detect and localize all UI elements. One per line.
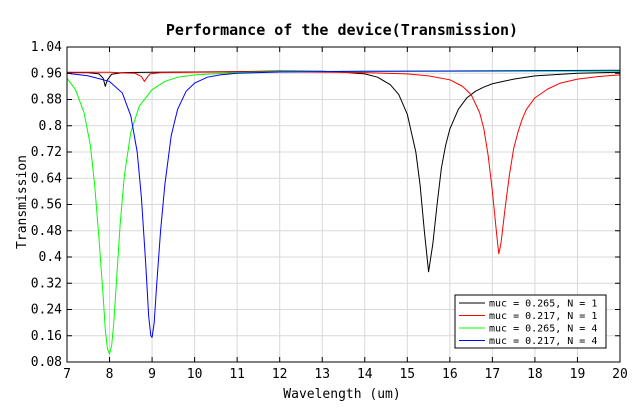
y-axis-title: Transmission — [15, 155, 30, 249]
y-tick-label: 0.16 — [31, 329, 62, 344]
y-tick-label: 0.32 — [31, 276, 62, 291]
x-tick-label: 8 — [106, 367, 114, 382]
y-tick-label: 1.04 — [31, 40, 62, 55]
legend-label-2: muc = 0.217, N = 1 — [489, 311, 597, 322]
x-tick-label: 13 — [314, 367, 330, 382]
y-tick-label: 0.88 — [31, 93, 62, 108]
x-tick-label: 19 — [570, 367, 586, 382]
y-tick-label: 0.96 — [31, 66, 62, 81]
series-line-1 — [67, 70, 621, 273]
x-tick-label: 16 — [442, 367, 458, 382]
y-tick-label: 0.4 — [39, 250, 63, 265]
x-tick-label: 18 — [527, 367, 543, 382]
x-tick-label: 9 — [148, 367, 156, 382]
tick-layer: 7 8 9 10 11 12 13 14 15 16 17 18 19 20 0.08 0.16 0.24 0.3… — [31, 40, 628, 382]
y-tick-label: 0.24 — [31, 303, 62, 318]
legend-box — [454, 294, 607, 349]
legend-label-4: muc = 0.217, N = 4 — [489, 336, 597, 347]
y-tick-label: 0.56 — [31, 198, 62, 213]
y-tick-label: 0.08 — [31, 355, 62, 370]
y-tick-label: 0.72 — [31, 145, 62, 160]
series-line-4 — [66, 69, 621, 338]
x-axis-title: Wavelength (um) — [283, 387, 400, 402]
y-tick-label: 0.48 — [31, 224, 62, 239]
x-tick-label: 11 — [229, 367, 245, 382]
x-tick-label: 15 — [399, 367, 415, 382]
x-tick-label: 12 — [272, 367, 288, 382]
chart-title: Performance of the device(Transmission) — [166, 21, 518, 39]
series-line-2 — [67, 71, 621, 255]
y-tick-label: 0.8 — [39, 119, 62, 134]
x-tick-label: 14 — [357, 367, 373, 382]
x-tick-label: 10 — [187, 367, 203, 382]
series-layer — [66, 69, 621, 355]
legend-label-3: muc = 0.265, N = 4 — [489, 324, 597, 335]
x-tick-label: 20 — [612, 367, 628, 382]
y-tick-label: 0.64 — [31, 171, 62, 186]
x-tick-label: 7 — [63, 367, 71, 382]
legend-label-1: muc = 0.265, N = 1 — [489, 299, 597, 310]
x-tick-label: 17 — [485, 367, 501, 382]
